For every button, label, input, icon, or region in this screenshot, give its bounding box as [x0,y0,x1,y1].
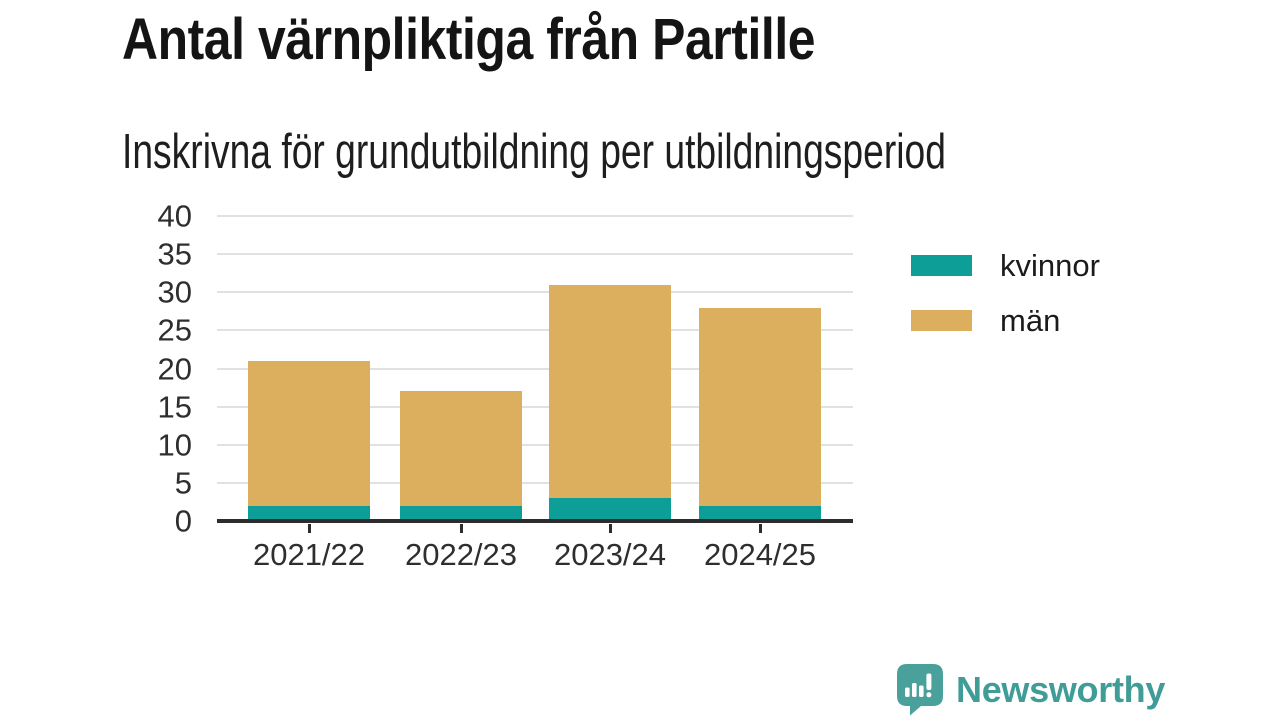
bar-segment-2021-22-m-n [248,360,370,506]
gridline [217,443,853,446]
legend-item-kvinnor: kvinnor [911,250,1100,281]
x-axis-tick [307,524,311,533]
y-axis-tick-label: 20 [157,351,192,386]
newsworthy-wordmark: Newsworthy [956,669,1166,710]
newsworthy-logo-icon [897,664,943,716]
chart-legend: kvinnor män [911,250,1100,336]
gridline [217,405,853,408]
legend-item-m-n: män [911,305,1100,336]
y-axis-tick-label: 30 [157,274,192,310]
gridline [217,481,853,484]
gridline [217,329,853,332]
bar-segment-2024-25-kvinnor [699,505,821,521]
bar-segment-2022-23-m-n [400,391,522,506]
x-axis-tick [459,524,463,533]
gridline [217,215,853,217]
chart-subtitle: Inskrivna för grundutbildning per utbild… [122,125,946,179]
bar-segment-2022-23-kvinnor [400,505,522,521]
gridline [217,291,853,294]
plot-area: 0 5 10 15 20 25 30 35 40 2021/22 2022/23 2023/24 202… [158,201,853,570]
x-axis-tick-label: 2022/23 [404,537,518,572]
x-axis-tick [758,524,762,533]
bar-segment-2021-22-kvinnor [248,505,370,521]
gridline [217,253,853,256]
legend-label: män [1000,303,1061,338]
page-title: Antal värnpliktiga från Partille [122,7,816,72]
newsworthy-logo: Newsworthy [897,664,1165,716]
x-axis-tick-label: 2021/22 [252,537,366,572]
x-axis-tick-label: 2023/24 [553,537,667,572]
axis-line [217,519,853,523]
bar-segment-2023-24-m-n [549,284,671,499]
y-axis-tick-label: 25 [157,312,192,348]
legend-label: kvinnor [1000,248,1100,283]
y-axis-tick-label: 5 [174,465,192,501]
x-axis-tick [608,524,612,533]
bar-segment-2023-24-kvinnor [549,498,671,521]
y-axis-tick-label: 15 [157,389,192,425]
y-axis-tick-label: 40 [157,198,192,234]
legend-swatch-m-n [911,310,972,331]
y-axis-tick-label: 10 [157,427,192,463]
legend-swatch-kvinnor [911,255,972,276]
y-axis-tick-label: 0 [174,503,192,539]
y-axis-tick-label: 35 [157,236,192,272]
gridline [217,367,853,370]
x-axis-tick-label: 2024/25 [703,537,817,572]
bar-segment-2024-25-m-n [699,307,821,506]
